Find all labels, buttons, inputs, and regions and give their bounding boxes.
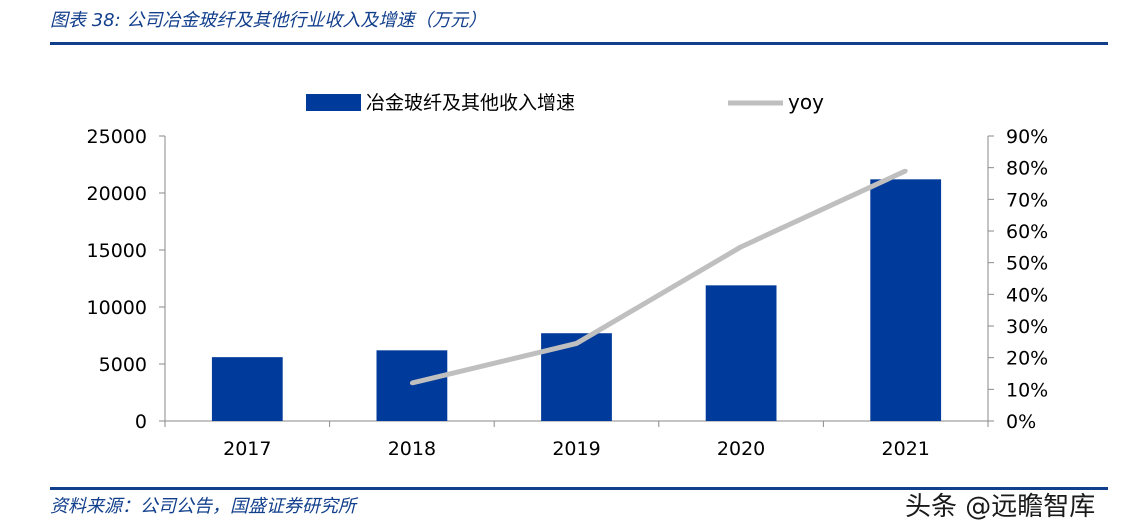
x-tick-label: 2021	[882, 438, 930, 460]
title-rule	[50, 42, 1108, 45]
watermark: 头条 @远瞻智库	[905, 492, 1096, 522]
right-tick-label: 80%	[1006, 158, 1048, 180]
yoy-point	[903, 168, 908, 173]
yoy-point	[574, 341, 579, 346]
x-tick-label: 2017	[223, 438, 271, 460]
right-tick-label: 40%	[1006, 284, 1048, 306]
x-tick-label: 2019	[552, 438, 600, 460]
right-tick-label: 60%	[1006, 221, 1048, 243]
yoy-point	[409, 381, 414, 385]
x-tick-label: 2018	[388, 438, 436, 460]
left-tick-label: 10000	[87, 297, 147, 319]
left-tick-label: 0	[135, 411, 147, 433]
bar-2019	[541, 333, 612, 421]
source-note: 资料来源：公司公告，国盛证券研究所	[50, 496, 356, 517]
source-rule	[50, 487, 1108, 490]
left-tick-label: 25000	[87, 126, 147, 148]
x-tick-label: 2020	[717, 438, 765, 460]
bar-2018	[376, 350, 448, 421]
left-tick-label: 15000	[87, 240, 147, 262]
figure-title: 图表 38: 公司冶金玻纤及其他行业收入及增速（万元）	[50, 10, 487, 31]
legend-bar-label: 冶金玻纤及其他收入增速	[366, 92, 575, 114]
yoy-line	[411, 168, 907, 386]
right-tick-label: 50%	[1006, 253, 1048, 275]
right-tick-label: 90%	[1006, 126, 1048, 148]
legend-line-label: yoy	[788, 90, 824, 114]
right-tick-label: 10%	[1006, 379, 1048, 401]
left-tick-label: 5000	[99, 354, 147, 376]
yoy-point	[739, 244, 744, 249]
right-tick-label: 70%	[1006, 189, 1048, 211]
bar-2021	[870, 179, 942, 421]
legend-bar-swatch	[306, 94, 361, 111]
right-tick-label: 20%	[1006, 348, 1048, 370]
bar-2020	[705, 285, 777, 421]
right-tick-label: 30%	[1006, 316, 1048, 338]
right-tick-label: 0%	[1006, 411, 1036, 433]
bar-2017	[211, 357, 283, 421]
left-tick-label: 20000	[87, 183, 147, 205]
